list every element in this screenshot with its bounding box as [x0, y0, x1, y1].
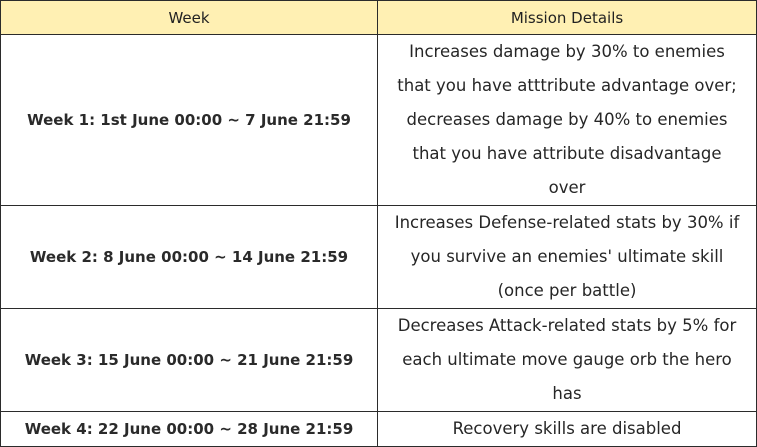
week-cell: Week 1: 1st June 00:00 ~ 7 June 21:59 [0, 34, 378, 206]
details-line: Recovery skills are disabled [452, 419, 682, 438]
week-cell: Week 2: 8 June 00:00 ~ 14 June 21:59 [0, 205, 378, 309]
details-line: that you have atttribute advantage over; [397, 76, 737, 95]
details-line: Increases damage by 30% to enemies [409, 42, 725, 61]
mission-details-cell: Increases damage by 30% to enemies that … [377, 34, 757, 206]
details-line: each ultimate move gauge orb the hero [402, 350, 732, 369]
table-row: Week 2: 8 June 00:00 ~ 14 June 21:59 Inc… [0, 205, 757, 309]
mission-details-cell: Recovery skills are disabled [377, 411, 757, 447]
header-row: Week Mission Details [0, 0, 757, 35]
details-line: you survive an enemies' ultimate skill [410, 247, 724, 266]
header-week: Week [0, 0, 378, 35]
details-line: over [548, 178, 586, 197]
week-cell: Week 4: 22 June 00:00 ~ 28 June 21:59 [0, 411, 378, 447]
details-line: (once per battle) [497, 281, 637, 300]
mission-details-cell: Decreases Attack-related stats by 5% for… [377, 308, 757, 412]
table-row: Week 4: 22 June 00:00 ~ 28 June 21:59 Re… [0, 411, 757, 447]
week-cell: Week 3: 15 June 00:00 ~ 21 June 21:59 [0, 308, 378, 412]
details-line: Decreases Attack-related stats by 5% for [397, 316, 737, 335]
table-row: Week 3: 15 June 00:00 ~ 21 June 21:59 De… [0, 308, 757, 412]
details-line: Increases Defense-related stats by 30% i… [394, 213, 740, 232]
details-line: decreases damage by 40% to enemies [406, 110, 728, 129]
header-mission-details: Mission Details [377, 0, 757, 35]
table-row: Week 1: 1st June 00:00 ~ 7 June 21:59 In… [0, 34, 757, 206]
details-line: that you have attribute disadvantage [412, 144, 722, 163]
details-line: has [552, 384, 582, 403]
mission-details-cell: Increases Defense-related stats by 30% i… [377, 205, 757, 309]
